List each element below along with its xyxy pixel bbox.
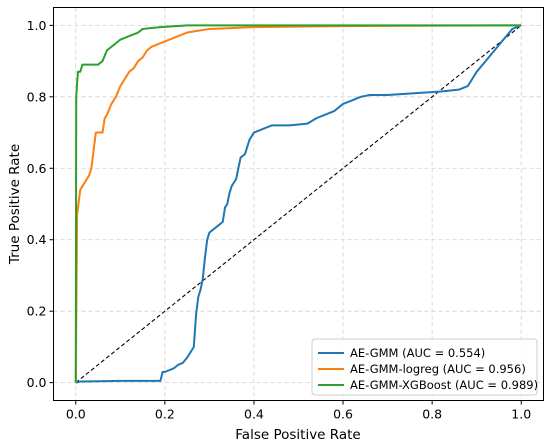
legend: AE-GMM (AUC = 0.554) AE-GMM-logreg (AUC =… [311,338,538,396]
y-tick-label: 0.8 [27,89,47,104]
series-line-2 [74,24,522,383]
x-tick-label: 0.6 [333,407,353,422]
x-tick-label: 0.2 [155,407,175,422]
legend-entry-label: AE-GMM-XGBoost (AUC = 0.989) [350,378,538,392]
series-line-0 [75,24,522,384]
x-tick-label: 0.0 [66,407,86,422]
y-tick-label: 0.6 [27,161,47,176]
y-axis-label: True Positive Rate [7,144,23,265]
plot-frame [53,7,544,401]
legend-entry-label: AE-GMM-logreg (AUC = 0.956) [350,362,526,376]
x-tick-label: 0.8 [422,407,442,422]
x-tick-label: 0.4 [244,407,264,422]
x-axis-label: False Positive Rate [235,427,360,443]
y-tick-label: 1.0 [27,18,47,33]
series-layer [74,24,522,384]
tick-layer: 0.0 0.2 0.4 0.6 0.8 1.0 0.0 0.2 0.4 0.6 0.8 1.0 [27,18,532,422]
legend-box [311,338,538,396]
x-tick-label: 1.0 [511,407,531,422]
grid-layer [53,7,544,401]
y-tick-label: 0.0 [27,375,47,390]
legend-entry-label: AE-GMM (AUC = 0.554) [350,346,485,360]
series-line-1 [74,24,522,383]
y-tick-label: 0.4 [27,232,47,247]
y-tick-label: 0.2 [27,304,47,319]
chance-diagonal-line [75,24,522,384]
